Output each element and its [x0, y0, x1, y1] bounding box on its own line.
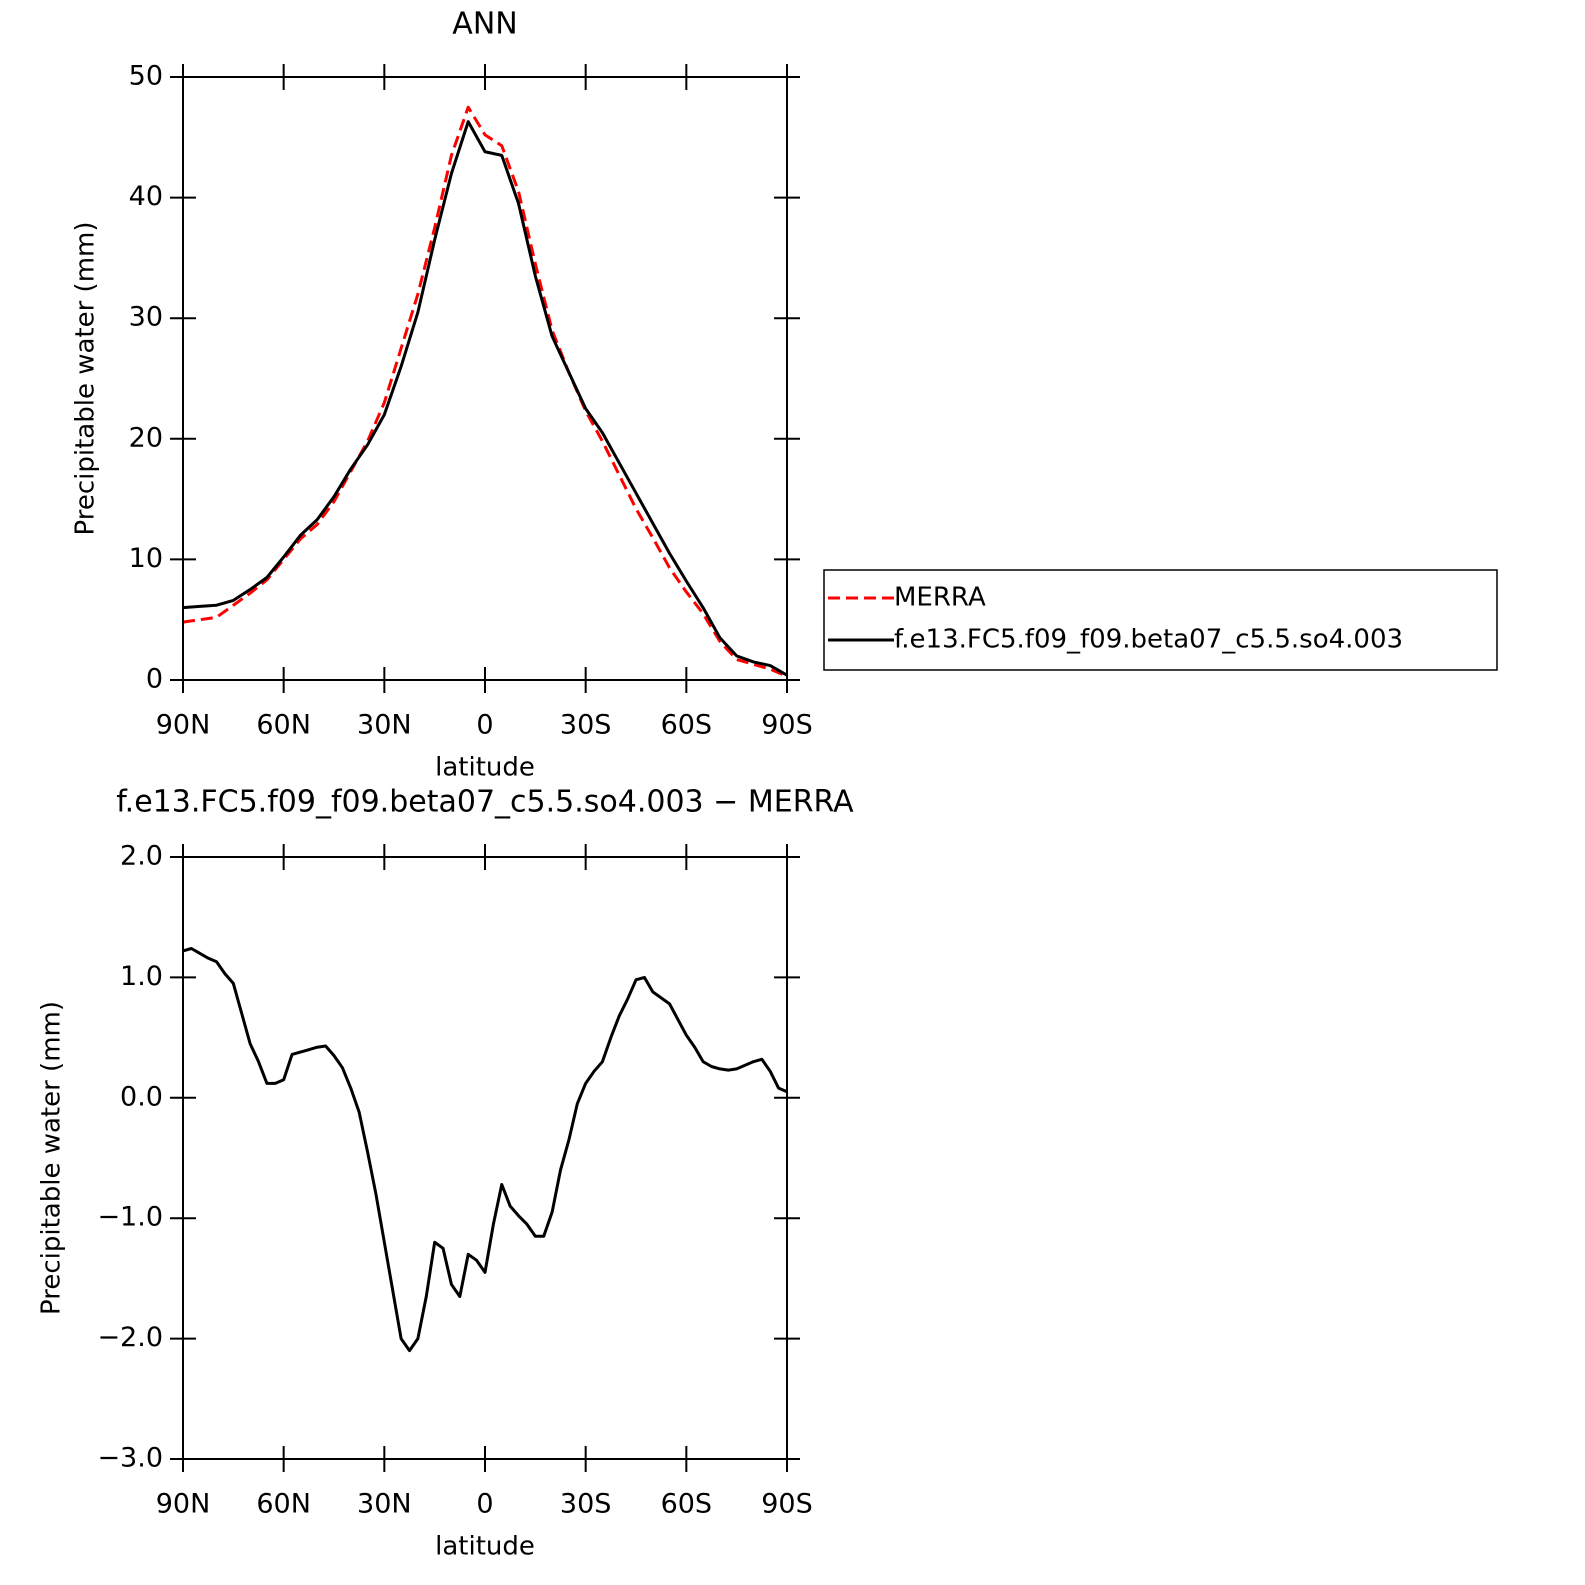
x-tick-label: 60N: [256, 710, 311, 741]
y-tick-label: 20: [129, 422, 163, 453]
y-tick-label: −3.0: [97, 1443, 163, 1474]
y-tick-label: 0.0: [120, 1081, 163, 1112]
y-tick-label: 1.0: [120, 961, 163, 992]
x-axis-label: latitude: [435, 753, 535, 783]
x-tick-label: 30S: [560, 1489, 612, 1520]
x-tick-label: 0: [476, 1489, 493, 1520]
chart-title: f.e13.FC5.f09_f09.beta07_c5.5.so4.003 − …: [116, 785, 854, 820]
x-tick-label: 60S: [661, 1489, 713, 1520]
plot-frame: [182, 856, 788, 1460]
x-axis-label: latitude: [435, 1532, 535, 1562]
x-tick-label: 30N: [357, 1489, 412, 1520]
series-line: [182, 105, 788, 678]
y-tick-label: 10: [129, 543, 163, 574]
y-axis-label: Precipitable water (mm): [71, 222, 101, 536]
legend-box: [823, 569, 1498, 671]
chart-title: ANN: [452, 7, 517, 42]
y-tick-label: 40: [129, 181, 163, 212]
y-axis-label: Precipitable water (mm): [37, 1001, 67, 1315]
y-tick-label: −2.0: [97, 1322, 163, 1353]
x-tick-label: 90S: [761, 710, 813, 741]
legend-label: f.e13.FC5.f09_f09.beta07_c5.5.so4.003: [894, 625, 1403, 655]
series-line: [182, 947, 788, 1353]
x-tick-label: 30N: [357, 710, 412, 741]
x-tick-label: 90N: [156, 1489, 211, 1520]
y-tick-label: 2.0: [120, 841, 163, 872]
y-tick-label: −1.0: [97, 1202, 163, 1233]
plot-frame: [182, 76, 788, 681]
x-tick-label: 90N: [156, 710, 211, 741]
y-tick-label: 0: [146, 664, 163, 695]
x-tick-label: 60N: [256, 1489, 311, 1520]
x-tick-label: 0: [476, 710, 493, 741]
x-tick-label: 60S: [661, 710, 713, 741]
series-line: [182, 120, 788, 677]
x-tick-label: 90S: [761, 1489, 813, 1520]
y-tick-label: 50: [129, 61, 163, 92]
x-tick-label: 30S: [560, 710, 612, 741]
y-tick-label: 30: [129, 302, 163, 333]
legend-label: MERRA: [894, 583, 986, 613]
